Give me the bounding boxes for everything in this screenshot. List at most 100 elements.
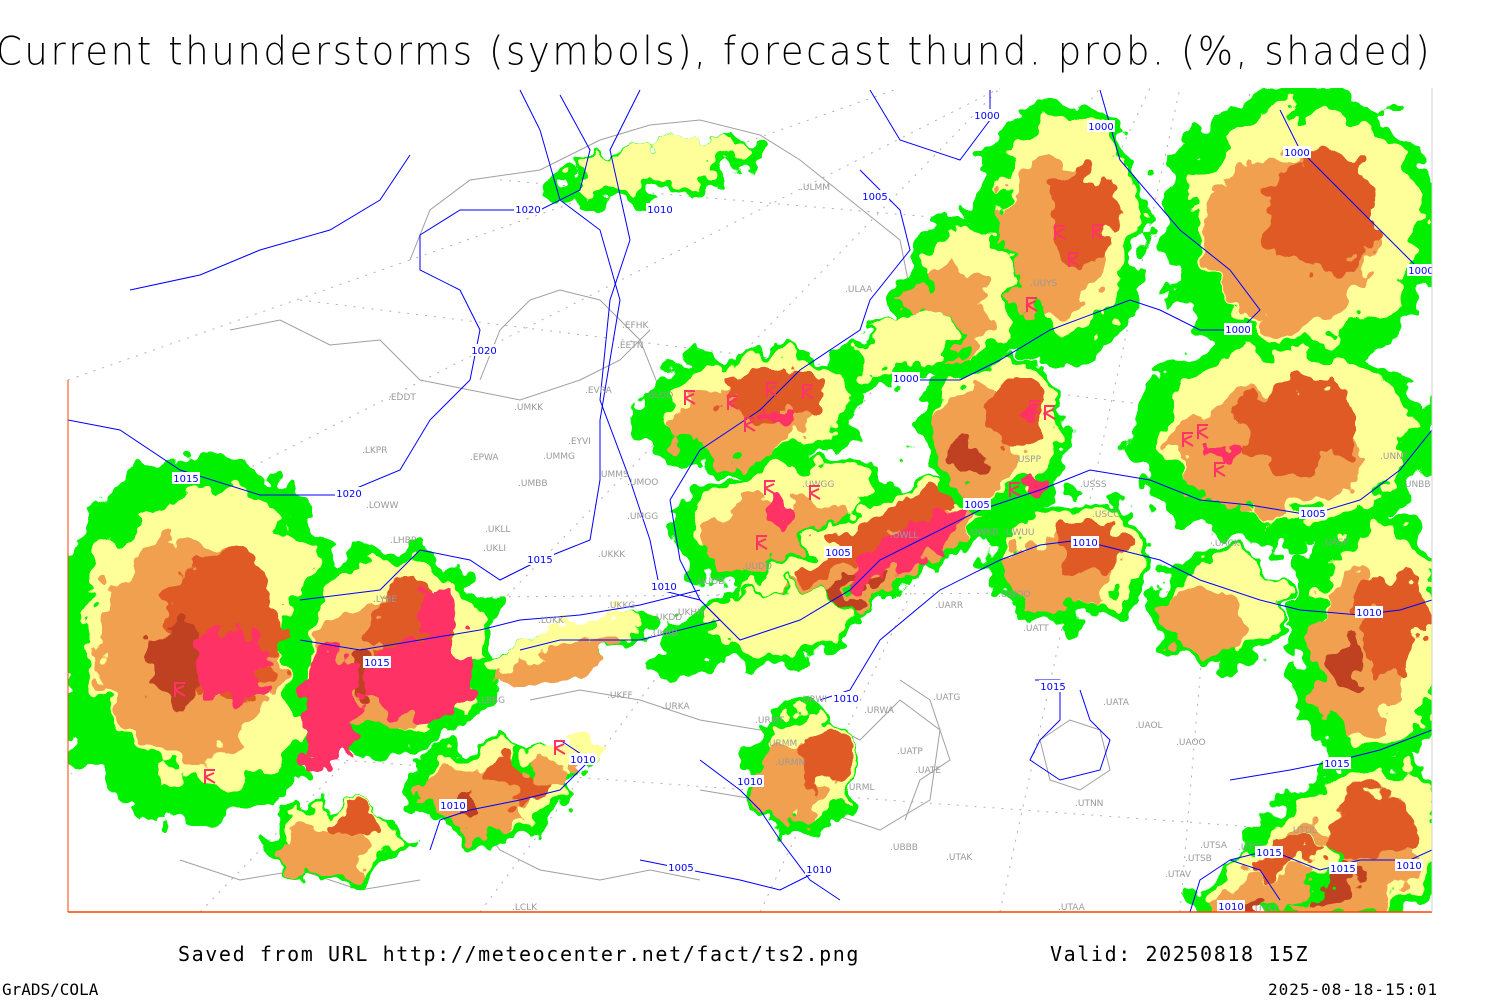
thunderstorm-area [768,497,788,533]
isobar-line [129,154,411,291]
isobar-label-bg [172,472,200,484]
isobar-label-bg [363,656,391,668]
coastline [409,119,911,291]
isobar-line [699,759,841,901]
station-label: .USCC [1092,510,1120,520]
station-label: .UWUU [1003,528,1035,538]
isobar-label-bg [861,190,889,202]
station-label: .UUYS [1030,279,1058,289]
thunderstorm-icon [1026,297,1038,312]
thunderstorm-icon [802,384,814,399]
thunderstorm-icon [1182,432,1194,447]
grid-line [479,88,1101,912]
thunderstorm-symbols [174,224,1226,784]
probability-level-3 [326,809,382,841]
thunderstorm-icon [684,390,696,405]
probability-region [1194,840,1346,912]
station-label: .EFHK [622,321,649,331]
isobar-label: 1020 [471,346,496,357]
isobar-line [819,539,1432,701]
station-label: .UMMS [598,470,629,480]
station-label: .UASP [1322,538,1349,548]
isobar-label: 1010 [1356,608,1381,619]
isobar-label: 1000 [974,111,999,122]
thunderstorm-area [853,563,887,587]
station-label: .UATG [933,693,960,703]
station-label: .UNNT [1380,452,1409,462]
station-label: .ULMM [800,183,830,193]
isobar-label-bg [963,498,991,510]
probability-level-1 [714,588,842,652]
station-label: .URWI [800,695,827,705]
probability-region [541,136,759,204]
isobar-label: 1010 [833,694,858,705]
station-label: .EETN [617,341,643,351]
station-label: .UBBB [890,843,918,853]
station-label: .UATE [915,766,941,776]
isobar-labels: 1020 1010 1005 1000 1000 1000 1000 1000 1000 1020… [172,109,1433,912]
isobar-line [299,89,621,601]
thunderstorm-area [302,645,358,765]
coastline [899,679,951,821]
station-label: .UKBB [650,629,678,639]
station-label: .ULOO [645,391,673,401]
probability-shading [68,88,1432,912]
isobar-label-bg [1217,900,1245,912]
probability-level-1 [852,312,960,373]
isobar-label-bg [1299,507,1327,519]
thunderstorm-area [365,640,475,720]
station-label: .UTSS [1238,843,1265,853]
isobar-label-bg [973,109,1001,121]
valid-time: Valid: 20250818 15Z [1050,942,1310,966]
probability-region [635,349,865,471]
station-label: .UACK [1212,539,1241,549]
isobar-label: 1005 [825,548,850,559]
probability-level-4 [1330,637,1362,691]
isobar-label: 1000 [1408,266,1433,277]
isobar-label: 1020 [336,489,361,500]
isobar-label-bg [832,692,860,704]
station-label: .UMKK [514,403,544,413]
probability-level-2 [1166,586,1250,658]
probability-region [833,312,967,387]
probability-level-3 [1242,383,1366,467]
thunderstorm-icon [1214,462,1226,477]
probability-level-4 [1240,902,1271,912]
isobar-label: 1000 [1088,122,1113,133]
probability-level-2 [524,761,572,783]
thunderstorm-icon [764,480,776,495]
station-label: .LHBP [390,536,417,546]
probability-level-2 [276,828,360,876]
probability-level-3 [1050,161,1118,269]
thunderstorm-icon [1054,225,1066,240]
isobar-label: 1010 [737,777,762,788]
station-label: .URWA [864,706,895,716]
isobar-label: 1015 [1324,759,1349,770]
station-label: .UTDL [1290,826,1317,836]
station-label: .UARR [935,601,963,611]
isobar-label-bg [1283,146,1311,158]
isobar-label-bg [470,344,498,356]
thunderstorm-area [1208,442,1236,462]
station-label: .UKFF [607,691,633,701]
probability-level-2 [489,641,616,690]
thunderstorm-area [192,630,268,700]
station-label: .UKLL [485,525,510,535]
grid-line [299,299,1432,441]
station-label: .UTST [1252,905,1279,915]
thunderstorm-icon [554,740,566,755]
isobar-line [900,89,1261,381]
probability-region [1290,505,1432,775]
probability-level-3 [1322,793,1413,862]
source-url-text: Saved from URL http://meteocenter.net/fa… [178,942,861,966]
station-label: .UATP [897,747,923,757]
thunderstorm-icon [809,485,821,500]
station-label: .UWOO [998,590,1031,600]
station-label: .LBBG [478,696,505,706]
station-label: .USSS [1080,480,1107,490]
grid-line [68,88,1001,561]
isobar-line [669,169,1432,641]
station-label: .UMOO [627,478,658,488]
thunderstorm-icon [414,642,426,657]
probability-level-3 [1268,157,1380,273]
